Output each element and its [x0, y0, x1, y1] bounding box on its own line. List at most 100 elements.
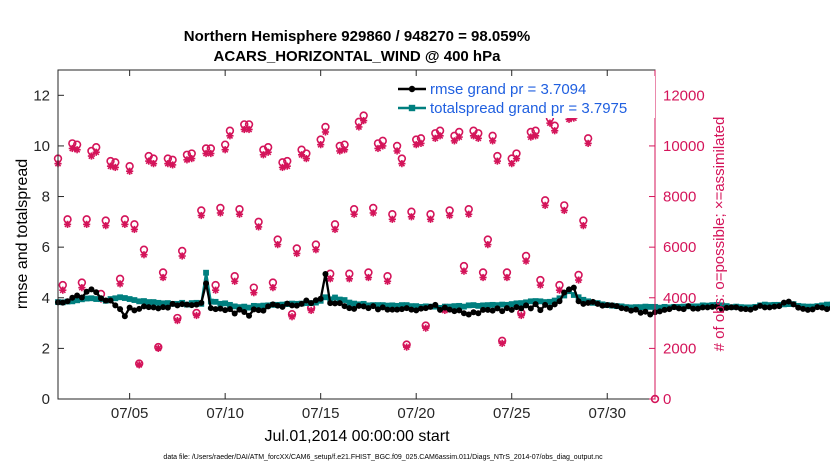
totalspread-point — [398, 302, 405, 309]
totalspread-point — [112, 295, 119, 302]
totalspread-point — [203, 269, 209, 276]
rmse-point — [403, 305, 410, 312]
obs-assimilated-point — [321, 128, 330, 136]
y-tick-label: 8 — [42, 189, 50, 206]
rmse-point — [226, 306, 233, 313]
legend-spread-label: totalspread grand pr = 3.7975 — [430, 100, 627, 117]
obs-assimilated-point — [379, 142, 387, 150]
rmse-point — [389, 306, 396, 313]
obs-assimilated-point — [398, 160, 406, 168]
totalspread-point — [461, 303, 467, 310]
rmse-point — [551, 301, 558, 308]
obs-assimilated-point — [216, 209, 224, 217]
rmse-point — [728, 304, 735, 311]
rmse-point — [341, 303, 348, 310]
rmse-point — [623, 305, 630, 312]
rmse-point — [279, 303, 286, 310]
totalspread-point — [532, 298, 539, 304]
rmse-point — [456, 307, 463, 314]
rmse-point — [460, 310, 467, 317]
obs-assimilated-point — [240, 125, 248, 134]
rmse-point — [69, 294, 76, 301]
obs-assimilated-point — [140, 251, 148, 259]
obs-assimilated-point — [422, 324, 430, 332]
legend: rmse grand pr = 3.7094 totalspread grand… — [393, 76, 655, 118]
totalspread-point — [561, 292, 568, 299]
x-tick-label: 07/10 — [206, 405, 244, 422]
obs-assimilated-point — [111, 163, 119, 172]
y-axis-right: 0 2000 4000 6000 8000 10000 12000 — [649, 87, 705, 408]
obs-assimilated-point — [455, 133, 463, 141]
totalspread-point — [523, 299, 529, 306]
rmse-point — [809, 306, 816, 313]
totalspread-point — [403, 302, 410, 309]
rmse-point — [145, 304, 152, 311]
y-axis-left: 0 2 4 6 8 10 12 — [33, 87, 64, 408]
y2-tick-label: 0 — [663, 391, 671, 408]
rmse-point — [212, 306, 219, 313]
rmse-point — [723, 304, 730, 311]
rmse-point — [814, 304, 821, 311]
totalspread-point — [227, 301, 233, 308]
obs-assimilated-point — [532, 132, 540, 140]
rmse-point — [250, 306, 257, 313]
obs-assimilated-point — [417, 139, 425, 147]
rmse-point — [155, 305, 162, 312]
obs-assimilated-point — [436, 132, 444, 140]
totalspread-point — [69, 298, 76, 305]
rmse-point — [408, 306, 415, 313]
rmse-point — [93, 289, 100, 296]
rmse-point — [308, 300, 315, 307]
totalspread-point — [131, 297, 138, 303]
totalspread-point — [828, 301, 830, 308]
rmse-point — [432, 301, 439, 308]
y2-tick-label: 8000 — [663, 189, 696, 206]
totalspread-point — [804, 303, 811, 310]
rmse-point — [97, 295, 104, 302]
rmse-point — [518, 305, 525, 312]
rmse-point — [523, 302, 530, 309]
rmse-point — [255, 307, 262, 314]
rmse-point — [365, 305, 372, 312]
totalspread-point — [136, 298, 143, 305]
rmse-point — [503, 305, 510, 312]
obs-assimilated-point — [226, 132, 234, 140]
rmse-point — [699, 304, 706, 311]
rmse-point — [183, 301, 190, 308]
totalspread-point — [384, 302, 391, 309]
rmse-point — [231, 310, 238, 317]
obs-assimilated-point — [460, 267, 468, 275]
obs-assimilated-point — [355, 123, 363, 131]
obs-assimilated-point — [403, 343, 411, 351]
rmse-point — [694, 305, 701, 312]
totalspread-point — [451, 303, 458, 310]
rmse-point — [107, 297, 114, 304]
obs-assimilated-point — [221, 146, 229, 154]
y-tick-label: 2 — [42, 340, 50, 357]
totalspread-point — [456, 302, 463, 309]
rmse-point — [609, 302, 616, 309]
y-tick-label: 6 — [42, 239, 50, 256]
rmse-point — [117, 306, 124, 313]
totalspread-point — [88, 295, 95, 302]
totalspread-point — [217, 300, 224, 307]
rmse-point — [761, 304, 768, 311]
rmse-point — [188, 302, 195, 309]
totalspread-point — [332, 294, 338, 301]
totalspread-point — [504, 301, 510, 308]
obs-assimilated-point — [312, 246, 320, 254]
obs-assimilated-point — [317, 141, 325, 149]
obs-assimilated-point — [546, 119, 554, 127]
totalspread-point — [489, 301, 496, 308]
obs-assimilated-point — [503, 273, 511, 282]
rmse-point — [102, 297, 109, 304]
rmse-point — [150, 304, 157, 311]
rmse-point — [790, 301, 797, 308]
rmse-point — [757, 302, 764, 309]
rmse-point — [293, 302, 300, 309]
rmse-point — [714, 303, 721, 310]
obs-assimilated-point — [126, 167, 134, 175]
obs-assimilated-point — [512, 154, 521, 163]
obs-assimilated-point — [59, 286, 67, 294]
